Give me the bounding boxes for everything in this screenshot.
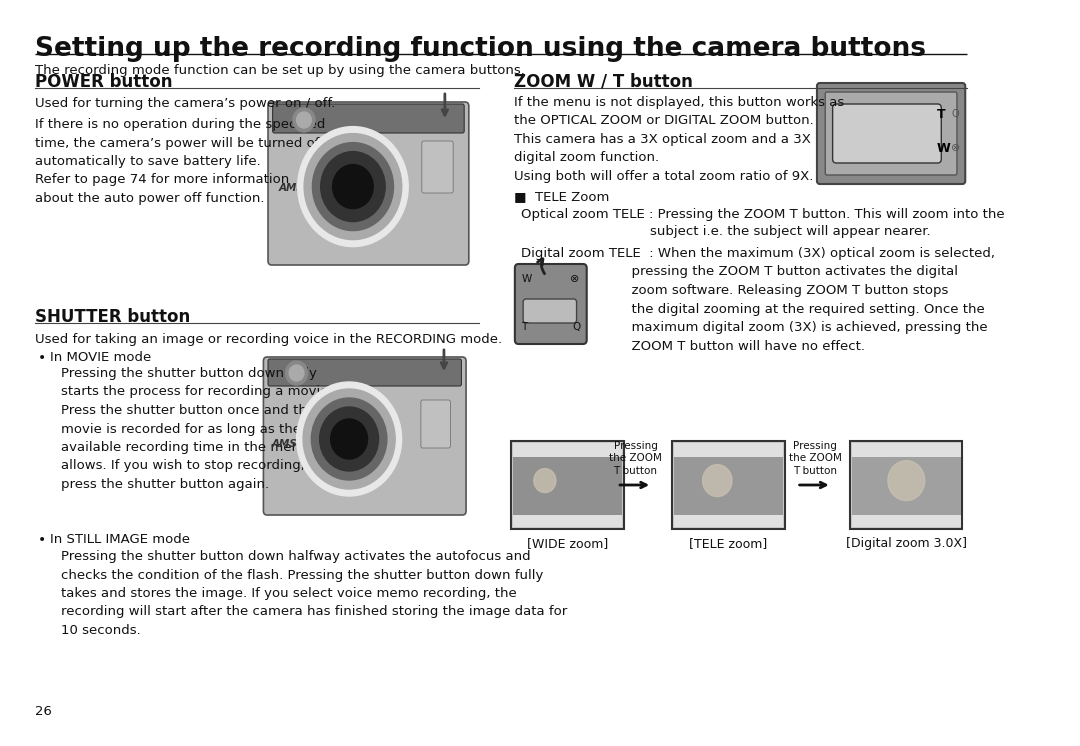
Text: In MOVIE mode: In MOVIE mode [50, 351, 151, 364]
Text: POWER button: POWER button [35, 73, 173, 91]
FancyBboxPatch shape [673, 441, 785, 529]
Text: The recording mode function can be set up by using the camera buttons.: The recording mode function can be set u… [35, 64, 525, 77]
Text: Used for taking an image or recording voice in the RECORDING mode.: Used for taking an image or recording vo… [35, 333, 502, 346]
Bar [513, 515, 622, 527]
FancyBboxPatch shape [268, 359, 461, 386]
Text: 26: 26 [35, 705, 52, 718]
Bar [513, 443, 622, 457]
Bar [674, 443, 783, 527]
FancyBboxPatch shape [833, 104, 942, 163]
Bar [513, 443, 622, 527]
Text: ⊗: ⊗ [570, 274, 580, 284]
Text: Pressing the shutter button down halfway activates the autofocus and
checks the : Pressing the shutter button down halfway… [60, 550, 567, 637]
Circle shape [888, 460, 924, 501]
Circle shape [311, 398, 387, 480]
Text: Q: Q [572, 322, 580, 332]
Circle shape [320, 407, 379, 471]
FancyBboxPatch shape [850, 441, 962, 529]
FancyBboxPatch shape [825, 92, 957, 175]
Text: [Digital zoom 3.0X]: [Digital zoom 3.0X] [846, 537, 967, 550]
Text: •: • [38, 351, 46, 365]
Circle shape [285, 361, 308, 385]
Text: [WIDE zoom]: [WIDE zoom] [527, 537, 608, 550]
Text: T: T [522, 322, 527, 332]
Text: If the menu is not displayed, this button works as
the OPTICAL ZOOM or DIGITAL Z: If the menu is not displayed, this butto… [514, 96, 845, 183]
Circle shape [298, 127, 408, 247]
Circle shape [297, 112, 311, 128]
Text: AMSUNG: AMSUNG [279, 183, 330, 193]
Text: T: T [936, 107, 945, 121]
FancyBboxPatch shape [268, 102, 469, 265]
Text: Digital zoom TELE  : When the maximum (3X) optical zoom is selected,
           : Digital zoom TELE : When the maximum (3X… [522, 247, 996, 353]
Circle shape [289, 365, 303, 381]
Text: Pressing
the ZOOM
T button: Pressing the ZOOM T button [609, 441, 662, 476]
Bar [674, 443, 783, 457]
Bar [674, 515, 783, 527]
Circle shape [297, 382, 402, 496]
FancyBboxPatch shape [264, 357, 467, 515]
FancyBboxPatch shape [515, 264, 586, 344]
Bar [852, 515, 960, 527]
Text: Pressing the shutter button down fully
starts the process for recording a movie.: Pressing the shutter button down fully s… [60, 367, 333, 491]
Circle shape [312, 142, 393, 231]
Text: W: W [936, 142, 950, 154]
Circle shape [534, 468, 556, 492]
Text: Setting up the recording function using the camera buttons: Setting up the recording function using … [35, 36, 926, 62]
Text: Used for turning the camera’s power on / off.: Used for turning the camera’s power on /… [35, 97, 335, 110]
Bar [852, 443, 960, 457]
Circle shape [303, 389, 395, 489]
FancyBboxPatch shape [523, 299, 577, 323]
Circle shape [703, 465, 732, 497]
FancyBboxPatch shape [511, 441, 623, 529]
Circle shape [330, 419, 367, 459]
Text: SHUTTER button: SHUTTER button [35, 308, 190, 326]
Text: W: W [522, 274, 531, 284]
Text: •: • [38, 533, 46, 547]
Circle shape [333, 165, 374, 209]
Text: Pressing
the ZOOM
T button: Pressing the ZOOM T button [788, 441, 841, 476]
FancyBboxPatch shape [422, 141, 454, 193]
FancyBboxPatch shape [421, 400, 450, 448]
Circle shape [305, 134, 402, 239]
Text: subject i.e. the subject will appear nearer.: subject i.e. the subject will appear nea… [650, 225, 931, 238]
Text: Optical zoom TELE : Pressing the ZOOM T button. This will zoom into the: Optical zoom TELE : Pressing the ZOOM T … [522, 208, 1004, 221]
Text: If there is no operation during the specified
time, the camera’s power will be t: If there is no operation during the spec… [35, 118, 325, 205]
Text: Q: Q [951, 109, 959, 119]
Bar [852, 443, 960, 527]
Text: [TELE zoom]: [TELE zoom] [689, 537, 768, 550]
Text: ⊗: ⊗ [950, 143, 960, 153]
FancyBboxPatch shape [816, 83, 966, 184]
Circle shape [293, 108, 315, 132]
Circle shape [321, 151, 386, 222]
Text: ZOOM W / T button: ZOOM W / T button [514, 73, 692, 91]
Text: In STILL IMAGE mode: In STILL IMAGE mode [50, 533, 190, 546]
FancyBboxPatch shape [272, 104, 464, 133]
Text: AMSUNG: AMSUNG [272, 439, 323, 449]
Text: ■  TELE Zoom: ■ TELE Zoom [514, 190, 609, 203]
